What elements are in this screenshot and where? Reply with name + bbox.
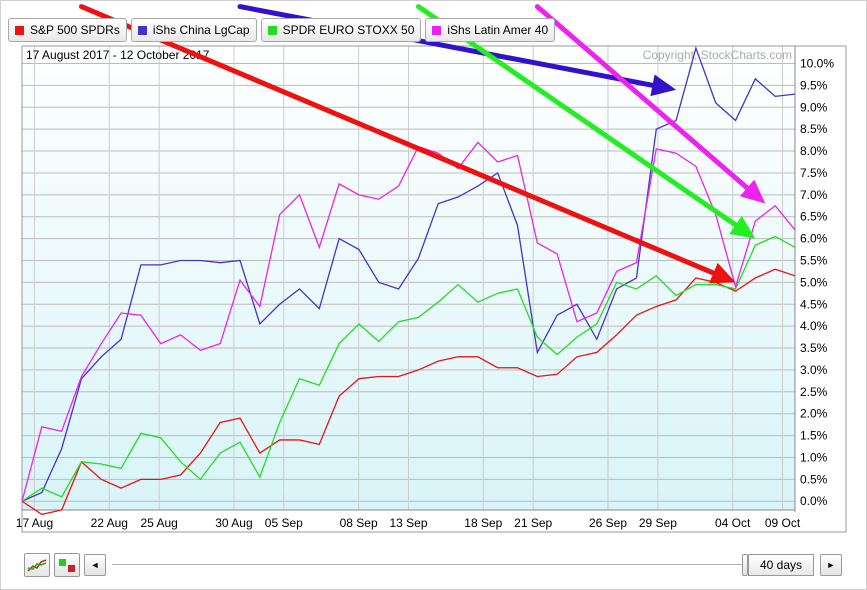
left-arrow-icon: ◄ (90, 560, 100, 570)
x-tick-label: 13 Sep (389, 516, 427, 530)
y-tick-label: 9.5% (800, 78, 828, 92)
y-tick-label: 1.0% (800, 450, 828, 464)
y-tick-label: 7.5% (800, 166, 828, 180)
legend-item[interactable]: iShs Latin Amer 40 (425, 18, 556, 42)
y-tick-label: 5.5% (800, 253, 828, 267)
y-tick-label: 2.5% (800, 385, 828, 399)
line-chart-icon (27, 559, 47, 572)
chart-type-icon[interactable] (24, 553, 50, 577)
legend-item[interactable]: S&P 500 SPDRs (8, 18, 127, 42)
x-tick-label: 21 Sep (514, 516, 552, 530)
y-tick-label: 3.0% (800, 363, 828, 377)
scroll-right-button[interactable]: ► (820, 554, 842, 576)
green-arrow-shaft (415, 4, 739, 228)
x-tick-label: 25 Aug (140, 516, 177, 530)
y-tick-label: 9.0% (800, 100, 828, 114)
performance-chart: 0.0% 0.5% 1.0% 1.5% 2.0% 2.5% 3.0% 3.5% 4.0% 4.5%… (16, 4, 847, 533)
scroll-left-button[interactable]: ◄ (84, 554, 106, 576)
red-arrow-head (709, 262, 736, 284)
y-tick-label: 8.5% (800, 122, 828, 136)
legend-label: iShs Latin Amer 40 (447, 23, 549, 37)
magenta-arrow-shaft (534, 4, 750, 191)
legend-label: iShs China LgCap (152, 23, 250, 37)
y-tick-label: 3.5% (800, 341, 828, 355)
legend-item[interactable]: iShs China LgCap (130, 18, 257, 42)
x-tick-label: 08 Sep (340, 516, 378, 530)
x-tick-label: 05 Sep (265, 516, 303, 530)
y-tick-label: 4.5% (800, 297, 828, 311)
y-tick-label: 6.5% (800, 210, 828, 224)
y-tick-label: 6.0% (800, 232, 828, 246)
x-tick-label: 09 Oct (765, 516, 801, 530)
series-line-1 (21, 46, 796, 502)
bottom-toolbar: ◄ 40 days ► (0, 545, 867, 585)
series-line-3 (21, 141, 796, 502)
x-tick-label: 30 Aug (215, 516, 252, 530)
legend-swatch (267, 25, 277, 35)
magenta-arrow-head (739, 179, 766, 204)
date-range: 17 August 2017 - 12 October 2017 (26, 48, 210, 62)
legend-label: SPDR EURO STOXX 50 (282, 23, 415, 37)
x-tick-label: 18 Sep (464, 516, 502, 530)
x-tick-label: 17 Aug (16, 516, 53, 530)
blue-arrow-head (650, 74, 677, 97)
y-tick-label: 0.5% (800, 472, 828, 486)
x-tick-label: 26 Sep (589, 516, 627, 530)
y-tick-label: 0.0% (800, 494, 828, 508)
series-line-0 (21, 268, 796, 516)
y-tick-label: 10.0% (800, 57, 834, 71)
color-scheme-icon[interactable] (54, 553, 80, 577)
y-tick-label: 1.5% (800, 429, 828, 443)
legend-swatch (432, 25, 442, 35)
legend: S&P 500 SPDRs iShs China LgCap SPDR EURO S… (8, 18, 559, 42)
legend-swatch (15, 25, 24, 35)
copyright: Copyright, StockCharts.com (643, 48, 792, 62)
red-arrow-shaft (78, 4, 716, 276)
y-tick-label: 8.0% (800, 144, 828, 158)
legend-swatch (137, 25, 147, 35)
x-tick-label: 04 Oct (715, 516, 751, 530)
days-display[interactable]: 40 days (748, 554, 814, 576)
y-tick-label: 7.0% (800, 188, 828, 202)
y-tick-label: 5.0% (800, 275, 828, 289)
right-arrow-icon: ► (826, 560, 836, 570)
slider-handle[interactable] (742, 554, 748, 576)
legend-label: S&P 500 SPDRs (30, 23, 120, 37)
series-line-2 (21, 235, 796, 502)
x-tick-label: 22 Aug (91, 516, 128, 530)
legend-item[interactable]: SPDR EURO STOXX 50 (260, 18, 422, 42)
y-tick-label: 2.0% (800, 407, 828, 421)
squares-icon (59, 559, 75, 572)
green-arrow-head (729, 215, 756, 239)
y-tick-label: 4.0% (800, 319, 828, 333)
date-slider[interactable] (112, 564, 742, 565)
x-tick-label: 29 Sep (639, 516, 677, 530)
